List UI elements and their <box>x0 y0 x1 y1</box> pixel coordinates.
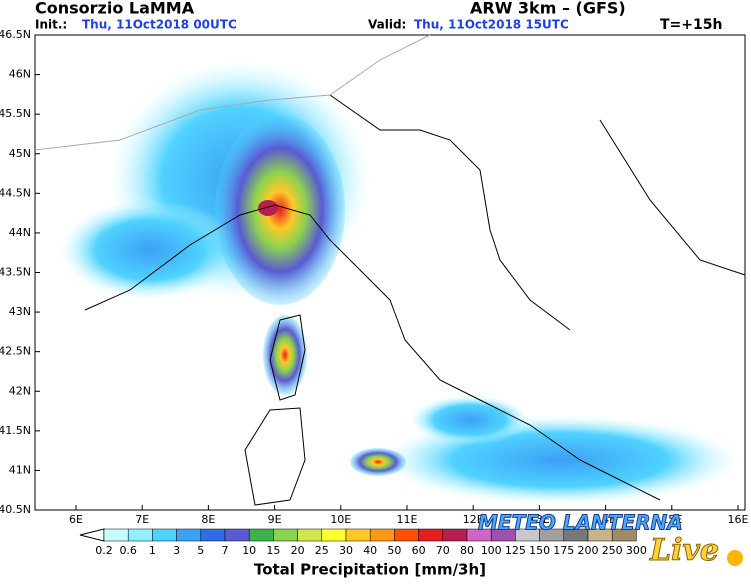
colorbar-box <box>103 528 129 542</box>
watermark-brand: METEO LANTERNA <box>478 511 683 535</box>
colorbar-box <box>224 528 250 542</box>
lat-label: 43.5N <box>0 266 31 279</box>
colorbar-label: 70 <box>436 544 450 557</box>
colorbar-box <box>200 528 226 542</box>
colorbar-label: 50 <box>387 544 401 557</box>
colorbar-box <box>394 528 419 542</box>
lon-label: 12E <box>463 513 484 526</box>
colorbar-box <box>127 528 153 542</box>
colorbar-label: 150 <box>529 544 550 557</box>
colorbar-box <box>152 528 177 542</box>
lat-label: 46.5N <box>0 28 31 41</box>
lon-label: 13E <box>529 513 550 526</box>
colorbar-label: 15 <box>266 544 280 557</box>
init-label: Init.: <box>35 18 67 32</box>
colorbar-box <box>248 528 274 542</box>
coastlines <box>84 94 746 506</box>
colorbar-box <box>611 528 637 542</box>
colorbar-label: 30 <box>339 544 353 557</box>
colorbar-box <box>418 528 444 542</box>
colorbar-box <box>176 528 202 542</box>
colorbar-box <box>273 528 298 542</box>
colorbar-label: 250 <box>602 544 623 557</box>
lon-label: 9E <box>268 513 282 526</box>
valid-time: Thu, 11Oct2018 15UTC <box>414 18 569 32</box>
init-time: Thu, 11Oct2018 00UTC <box>82 18 237 32</box>
lat-label: 45N <box>9 147 31 160</box>
lat-label: 42N <box>9 384 31 397</box>
lat-label: 41.5N <box>0 424 31 437</box>
lon-label: 14E <box>595 513 616 526</box>
colorbar-label: 0.2 <box>95 544 113 557</box>
borders <box>34 34 431 151</box>
colorbar-box <box>345 528 371 542</box>
colorbar-label: 20 <box>291 544 305 557</box>
lon-label: 15E <box>661 513 682 526</box>
lat-label: 46N <box>9 68 31 81</box>
colorbar-box <box>297 528 323 542</box>
colorbar-label: 300 <box>626 544 647 557</box>
colorbar-label: 125 <box>505 544 526 557</box>
model: ARW 3km – (GFS) <box>470 0 626 18</box>
colorbar-box <box>369 528 395 542</box>
lat-label: 44N <box>9 226 31 239</box>
lon-label: 7E <box>135 513 149 526</box>
colorbar-label: 0.6 <box>119 544 137 557</box>
colorbar-box <box>442 528 468 542</box>
colorbar-label: 60 <box>412 544 426 557</box>
lon-label: 16E <box>728 513 749 526</box>
watermark-sun <box>727 550 743 566</box>
colorbar-label: 40 <box>363 544 377 557</box>
lat-label: 42.5N <box>0 345 31 358</box>
colorbar-label: 7 <box>222 544 229 557</box>
lon-label: 10E <box>330 513 351 526</box>
colorbar-label: 100 <box>481 544 502 557</box>
colorbar-label: 10 <box>242 544 256 557</box>
valid-label: Valid: <box>368 18 406 32</box>
colorbar-label: 5 <box>197 544 204 557</box>
lon-label: 6E <box>69 513 83 526</box>
colorbar-arrow <box>79 528 105 542</box>
lon-label: 8E <box>201 513 215 526</box>
lon-label: 11E <box>397 513 418 526</box>
lat-label: 44.5N <box>0 186 31 199</box>
colorbar-label: 200 <box>578 544 599 557</box>
lat-label: 41N <box>9 463 31 476</box>
colorbar-label: 80 <box>460 544 474 557</box>
watermark-tag: Live <box>649 533 719 568</box>
colorbar-label: 1 <box>149 544 156 557</box>
colorbar-box <box>321 528 347 542</box>
colorbar-title: Total Precipitation [mm/3h] <box>254 561 486 579</box>
colorbar-label: 175 <box>553 544 574 557</box>
lead-time: T=+15h <box>660 17 722 33</box>
lat-label: 43N <box>9 305 31 318</box>
lat-label: 40.5N <box>0 503 31 516</box>
colorbar-label: 25 <box>315 544 329 557</box>
colorbar-label: 3 <box>173 544 180 557</box>
source: Consorzio LaMMA <box>35 0 195 18</box>
lat-label: 45.5N <box>0 107 31 120</box>
